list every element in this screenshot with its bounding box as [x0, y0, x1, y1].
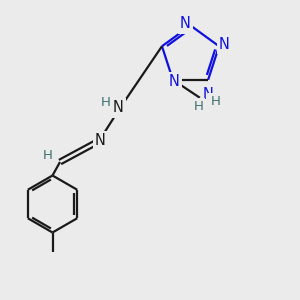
Text: N: N	[180, 16, 190, 32]
Text: H: H	[194, 100, 203, 113]
Text: N: N	[219, 37, 230, 52]
Text: N: N	[113, 100, 124, 116]
Text: H: H	[101, 96, 110, 109]
Text: H: H	[211, 95, 220, 108]
Text: N: N	[203, 87, 214, 102]
Text: N: N	[95, 133, 106, 148]
Text: N: N	[169, 74, 180, 89]
Text: H: H	[43, 149, 52, 162]
